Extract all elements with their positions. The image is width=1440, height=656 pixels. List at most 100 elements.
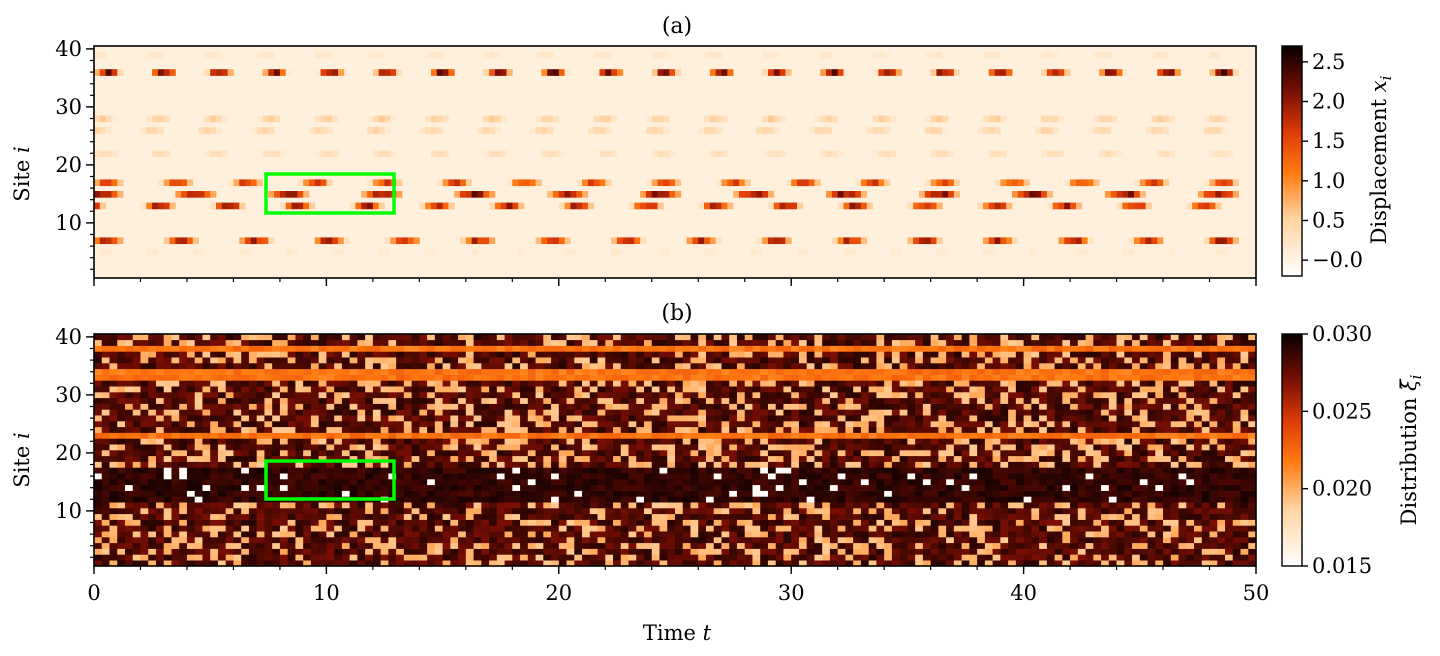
heatmap-b-cell (504, 537, 513, 544)
heatmap-b-cell (520, 484, 529, 491)
heatmap-a-cell (152, 115, 159, 123)
heatmap-b-cell (1225, 444, 1234, 451)
heatmap-b-cell (969, 508, 978, 515)
heatmap-a-cell (1093, 115, 1100, 123)
heatmap-b-cell (465, 421, 474, 428)
heatmap-b-cell (636, 450, 645, 457)
heatmap-b-cell (334, 525, 343, 532)
heatmap-a-cell (326, 150, 333, 158)
heatmap-b-cell (272, 415, 281, 422)
heatmap-b-cell (675, 444, 684, 451)
heatmap-b-cell (1163, 409, 1172, 416)
heatmap-b-cell (969, 537, 978, 544)
heatmap-b-cell (1240, 444, 1249, 451)
heatmap-b-cell (791, 467, 800, 474)
heatmap-a-cell (709, 69, 717, 76)
heatmap-b-cell (705, 508, 715, 515)
heatmap-b-cell (1201, 444, 1210, 451)
heatmap-b-cell (512, 542, 521, 549)
heatmap-b-cell (326, 513, 335, 520)
heatmap-b-cell (597, 438, 606, 445)
heatmap-b-cell (458, 421, 467, 428)
heatmap-a-cell (1000, 115, 1007, 123)
heatmap-b-cell (729, 490, 738, 497)
heatmap-a-cell (698, 202, 705, 210)
heatmap-a-cell (808, 179, 815, 187)
heatmap-b-cell (884, 444, 893, 451)
heatmap-b-cell (744, 502, 753, 509)
heatmap-b-cell (891, 537, 901, 544)
heatmap-a-cell (198, 127, 205, 134)
heatmap-b-cell (450, 496, 459, 503)
panel-b-title: (b) (661, 301, 692, 326)
heatmap-b-cell (450, 513, 459, 520)
y-tick-label: 30 (55, 95, 82, 119)
heatmap-b-cell (977, 525, 986, 532)
heatmap-b-cell (837, 484, 846, 491)
heatmap-b-cell (907, 438, 916, 445)
heatmap-a-cell (605, 69, 612, 76)
heatmap-b-cell (543, 542, 552, 549)
heatmap-b-cell (535, 467, 544, 474)
heatmap-b-cell (233, 426, 242, 433)
heatmap-b-cell (450, 548, 459, 555)
heatmap-a-cell (326, 237, 333, 245)
heatmap-b-cell (837, 525, 846, 532)
heatmap-b-cell (450, 473, 459, 480)
heatmap-b-cell (179, 496, 188, 503)
heatmap-a-cell (320, 179, 327, 187)
heatmap-a-cell (564, 237, 571, 245)
heatmap-b-cell (241, 525, 250, 532)
heatmap-b-cell (760, 455, 769, 462)
heatmap-b-cell (109, 496, 118, 503)
heatmap-b-cell (736, 432, 746, 439)
heatmap-b-cell (915, 461, 924, 468)
heatmap-a-cell (953, 179, 961, 187)
heatmap-b-cell (597, 473, 606, 480)
heatmap-b-cell (876, 490, 885, 497)
heatmap-b-cell (868, 508, 877, 515)
heatmap-b-cell (1124, 426, 1133, 433)
heatmap-b-cell (210, 560, 219, 567)
heatmap-b-cell (140, 473, 149, 480)
heatmap-b-cell (1085, 432, 1094, 439)
heatmap-a-cell (547, 69, 554, 76)
heatmap-b-cell (682, 554, 691, 561)
heatmap-b-cell (721, 525, 730, 532)
heatmap-b-cell (202, 560, 211, 567)
heatmap-b-cell (1170, 432, 1179, 439)
heatmap-b-cell (1054, 409, 1063, 416)
heatmap-b-cell (721, 426, 730, 433)
heatmap-b-cell (1155, 450, 1164, 457)
heatmap-b-cell (876, 479, 885, 486)
heatmap-b-cell (210, 473, 219, 480)
heatmap-b-cell (117, 461, 126, 468)
heatmap-a-cell (436, 127, 443, 134)
heatmap-b-cell (775, 455, 784, 462)
heatmap-b-cell (465, 525, 474, 532)
heatmap-b-cell (1101, 490, 1110, 497)
heatmap-b-cell (1070, 421, 1079, 428)
heatmap-b-cell (427, 409, 436, 416)
heatmap-a-cell (930, 237, 937, 245)
heatmap-b-cell (295, 444, 304, 451)
heatmap-b-cell (403, 461, 413, 468)
heatmap-b-cell (574, 409, 583, 416)
heatmap-a-cell (1197, 191, 1205, 198)
heatmap-b-cell (1054, 479, 1063, 486)
heatmap-a-cell (372, 150, 380, 158)
heatmap-b-cell (667, 426, 676, 433)
heatmap-b-cell (798, 467, 808, 474)
heatmap-b-cell (194, 467, 203, 474)
heatmap-b-cell (1124, 531, 1133, 538)
heatmap-b-cell (721, 560, 730, 567)
heatmap-b-cell (1155, 426, 1164, 433)
heatmap-b-cell (651, 426, 660, 433)
heatmap-a-cell (285, 202, 292, 210)
heatmap-b-cell (396, 490, 405, 497)
heatmap-b-cell (1178, 531, 1187, 538)
heatmap-b-cell (1000, 461, 1009, 468)
heatmap-b-cell (922, 421, 932, 428)
heatmap-a-cell (1081, 179, 1088, 187)
heatmap-b-cell (961, 542, 970, 549)
